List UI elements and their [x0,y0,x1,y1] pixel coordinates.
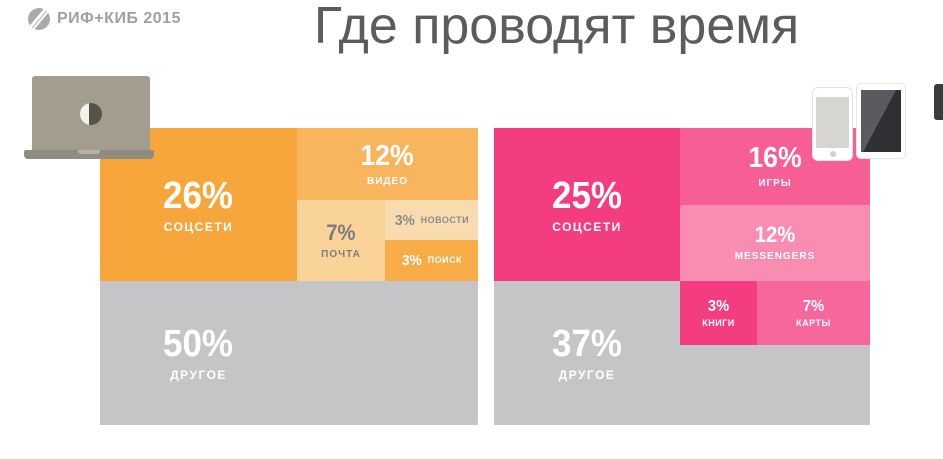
smartphone-screen [816,97,849,148]
segment-desktop-search: 3% ПОИСК [385,240,478,281]
segment-value: 3% [707,297,730,315]
segment-label: ДРУГОЕ [170,368,227,382]
segment-desktop-video: 12% ВИДЕО [297,128,478,200]
smartphone-home-button [829,151,836,157]
segment-label: MESSENGERS [734,251,816,262]
segment-label: КАРТЫ [796,317,831,328]
segment-value: 12% [754,222,796,247]
segment-value: 7% [326,219,356,245]
segment-other-text: 50% ДРУГОЕ [100,281,297,425]
segment-value: 7% [802,297,825,315]
cut-off-device-icon [934,84,943,120]
tablet-screen [861,90,901,152]
segment-label: КНИГИ [702,317,735,328]
segment-value: 3% [401,252,422,269]
segment-label: ПОЧТА [321,248,361,260]
segment-mobile-maps: 7% КАРТЫ [757,281,870,345]
segment-value: 25% [552,174,622,217]
laptop-base [24,150,154,159]
segment-mobile-books: 3% КНИГИ [680,281,757,345]
segment-value: 50% [163,323,234,365]
segment-label: ПОИСК [427,255,463,265]
segment-value: 16% [748,142,802,174]
laptop-screen [32,76,150,150]
segment-mobile-social: 25% СОЦСЕТИ [494,128,680,281]
segment-other-text: 37% ДРУГОЕ [494,281,680,425]
segment-desktop-other: 50% ДРУГОЕ [100,281,478,425]
segment-desktop-news: 3% НОВОСТИ [385,200,478,240]
tablet-icon [857,84,905,158]
segment-value: 3% [394,211,415,229]
rif-kib-logo: РИФ+КИБ 2015 [28,8,181,30]
segment-desktop-mail: 7% ПОЧТА [297,200,385,281]
segment-label: ВИДЕО [367,175,408,187]
rif-kib-logo-text: РИФ+КИБ 2015 [57,10,181,27]
rif-kib-logo-icon [28,8,50,30]
segment-label: ДРУГОЕ [558,368,616,382]
segment-label: СОЦСЕТИ [552,219,622,234]
slide-title: Где проводят время [313,0,800,55]
segment-label: СОЦСЕТИ [163,219,234,234]
smartphone-icon [813,88,852,160]
segment-value: 37% [552,323,622,365]
segment-label: ИГРЫ [758,178,792,189]
segment-value: 26% [163,174,234,217]
segment-label: НОВОСТИ [420,214,470,225]
laptop-logo-circle [80,103,102,125]
laptop-icon [24,76,154,160]
segment-value: 12% [360,139,415,172]
segment-mobile-messengers: 12% MESSENGERS [680,205,870,281]
